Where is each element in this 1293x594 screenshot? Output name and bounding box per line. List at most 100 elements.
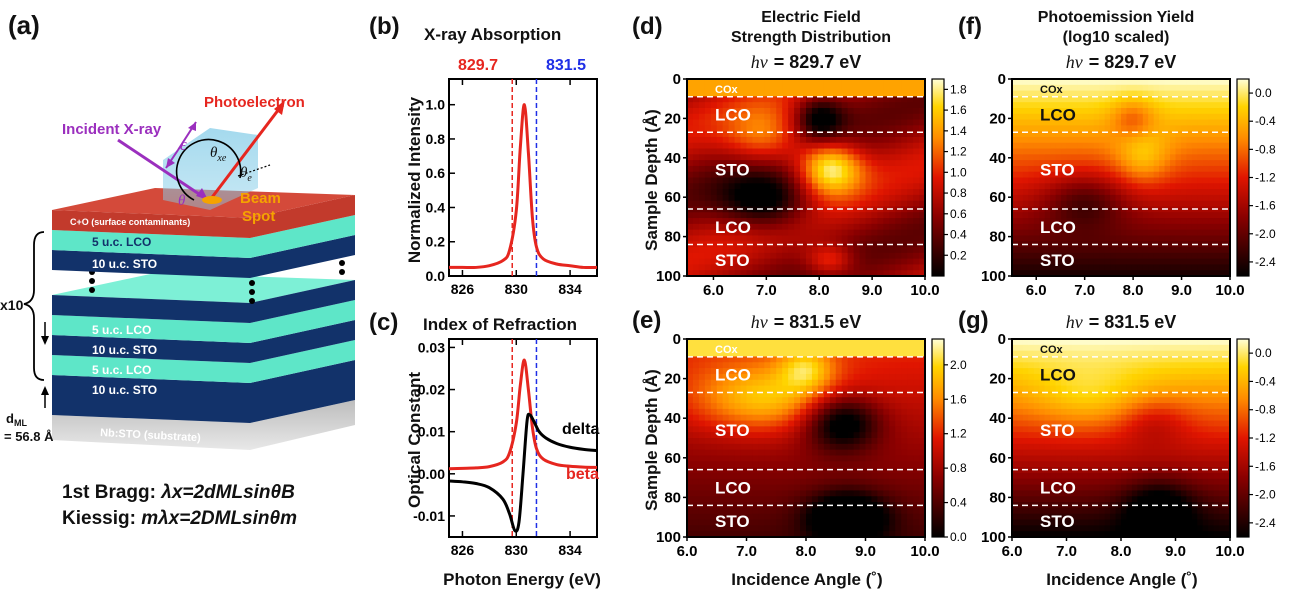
heatmap-cell xyxy=(734,223,742,231)
heatmap-cell xyxy=(1093,148,1100,155)
heatmap-cell xyxy=(1099,113,1106,121)
heatmap-cell xyxy=(1191,79,1198,86)
panel-d-ylabel: Sample Depth (Å) xyxy=(642,109,661,251)
heatmap-cell xyxy=(1104,113,1111,121)
heatmap-cell xyxy=(1093,84,1100,92)
heatmap-cell xyxy=(782,403,789,410)
heatmap-cell xyxy=(800,142,807,150)
heatmap-cell xyxy=(687,258,694,266)
heatmap-cell xyxy=(919,142,925,150)
heatmap-cell xyxy=(1213,165,1220,173)
heatmap-cell xyxy=(1213,131,1220,138)
heatmap-cell xyxy=(865,102,873,109)
heatmap-cell xyxy=(1191,84,1198,92)
heatmap-cell xyxy=(871,136,878,144)
heatmap-cell xyxy=(817,194,825,202)
heatmap-cell xyxy=(871,218,878,225)
heatmap-cell xyxy=(1099,148,1106,155)
heatmap-cell xyxy=(883,490,890,497)
heatmap-cell xyxy=(1159,107,1166,115)
heatmap-cell xyxy=(1186,131,1193,138)
heatmap-cell xyxy=(883,443,890,451)
heatmap-cell xyxy=(1050,432,1057,439)
heatmap-cell xyxy=(788,449,795,457)
heatmap-cell xyxy=(883,160,890,167)
heatmap-cell xyxy=(1093,96,1100,103)
heatmap-cell xyxy=(1197,142,1204,150)
heatmap-cell xyxy=(788,339,795,346)
heatmap-cell xyxy=(1071,356,1078,363)
heatmap-cell xyxy=(1148,252,1155,260)
heatmap-cell xyxy=(716,107,724,115)
colorbar-tick-label: 1.6 xyxy=(950,392,967,406)
heatmap-cell xyxy=(1219,264,1226,271)
heatmap-cell xyxy=(853,247,861,254)
heatmap-cell xyxy=(895,177,902,184)
heatmap-cell xyxy=(800,125,807,132)
heatmap-cell xyxy=(1050,449,1057,457)
heatmap-cell xyxy=(1164,264,1171,271)
heatmap-cell xyxy=(853,484,861,492)
heatmap-cell xyxy=(704,165,712,173)
heatmap-cell xyxy=(913,212,920,219)
heatmap-cell xyxy=(740,339,748,346)
heatmap-cell xyxy=(1066,478,1073,486)
heatmap-cell xyxy=(841,200,849,208)
heatmap-cell xyxy=(1153,107,1160,115)
heatmap-cell xyxy=(847,478,855,486)
heatmap-cell xyxy=(728,90,736,97)
heatmap-cell xyxy=(770,241,777,248)
heatmap-cell xyxy=(847,235,855,242)
heatmap-cell xyxy=(794,183,801,190)
heatmap-cell xyxy=(1039,212,1046,219)
heatmap-cell xyxy=(835,258,843,266)
heatmap-cell xyxy=(895,212,902,219)
heatmap-cell xyxy=(764,490,771,497)
heatmap-cell xyxy=(883,438,890,445)
heatmap-cell xyxy=(716,339,724,346)
heatmap-cell xyxy=(1055,420,1062,427)
heatmap-cell xyxy=(841,241,849,248)
heatmap-cell xyxy=(1033,165,1040,173)
heatmap-cell xyxy=(1028,102,1035,109)
heatmap-cell xyxy=(1180,79,1187,86)
heatmap-cell xyxy=(1061,403,1068,410)
heatmap-cell xyxy=(835,189,843,196)
heatmap-cell xyxy=(823,391,831,398)
heatmap-cell xyxy=(1115,96,1122,103)
heatmap-cell xyxy=(823,373,831,381)
heatmap-cell xyxy=(1099,102,1106,109)
heatmap-cell xyxy=(1017,136,1024,144)
heatmap-cell xyxy=(1055,119,1062,126)
heatmap-cell xyxy=(1170,229,1177,237)
heatmap-cell xyxy=(734,484,742,492)
heatmap-cell xyxy=(907,513,914,521)
heatmap-cell xyxy=(728,189,736,196)
heatmap-cell xyxy=(817,142,825,150)
heatmap-cell xyxy=(764,264,771,271)
heatmap-cell xyxy=(1197,165,1204,173)
heatmap-cell xyxy=(770,362,777,369)
heatmap-cell xyxy=(847,449,855,457)
heatmap-cell xyxy=(698,96,706,103)
heatmap-cell xyxy=(794,403,801,410)
heatmap-cell xyxy=(1055,171,1062,179)
heatmap-cell xyxy=(1033,391,1040,398)
heatmap-cell xyxy=(889,96,896,103)
heatmap-cell xyxy=(1164,189,1171,196)
heatmap-cell xyxy=(895,513,902,521)
heatmap-cell xyxy=(901,212,908,219)
heatmap-cell xyxy=(1028,264,1035,271)
heatmap-cell xyxy=(722,472,730,480)
heatmap-cell xyxy=(722,247,730,254)
heatmap-cell xyxy=(692,467,700,474)
heatmap-cell xyxy=(847,148,855,155)
heatmap-cell xyxy=(1055,502,1062,509)
heatmap-cell xyxy=(758,438,765,445)
heatmap-cell xyxy=(853,490,861,497)
heatmap-cell xyxy=(1088,455,1095,462)
heatmap-cell xyxy=(782,461,789,468)
heatmap-cell xyxy=(770,264,777,271)
heatmap-cell xyxy=(835,270,843,276)
heatmap-cell xyxy=(800,131,807,138)
